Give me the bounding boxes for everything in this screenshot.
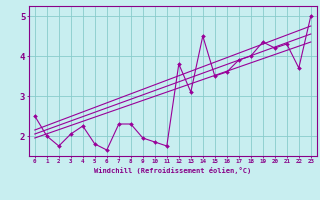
X-axis label: Windchill (Refroidissement éolien,°C): Windchill (Refroidissement éolien,°C) (94, 167, 252, 174)
